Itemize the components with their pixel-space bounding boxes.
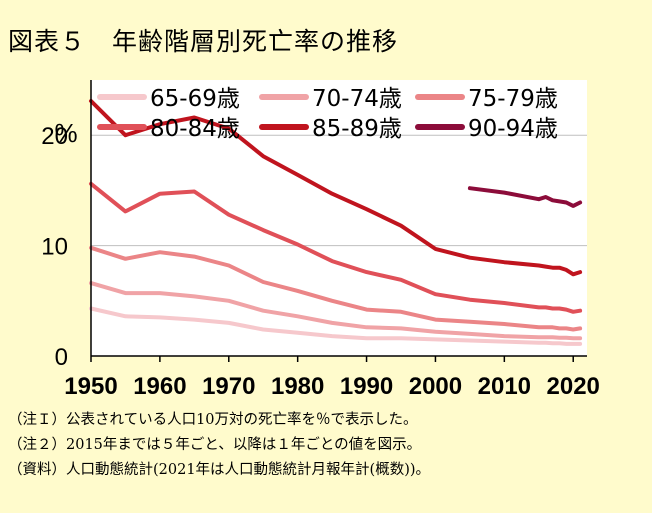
footnotes: （注Ｉ）公表されている人口10万対の死亡率を％で表示した。 （注２）2015年ま… [8, 408, 430, 483]
x-tick-label: 2020 [547, 373, 600, 400]
x-tick-label: 1980 [271, 373, 324, 400]
x-tick-label: 1970 [202, 373, 255, 400]
series-line-3 [89, 245, 583, 332]
legend-label: 85-89歳 [312, 116, 402, 142]
note-source: （資料）人口動態統計(2021年は人口動態統計月報年計(概数))。 [8, 462, 431, 478]
y-tick-label: 20 [41, 123, 68, 150]
legend-label: 80-84歳 [150, 116, 240, 142]
x-tick-label: 1960 [133, 373, 186, 400]
legend-label: 65-69歳 [150, 86, 240, 112]
y-tick-label: 0 [55, 344, 68, 371]
x-tick-label: 2010 [478, 373, 531, 400]
note-1: （注Ｉ）公表されている人口10万対の死亡率を％で表示した。 [8, 412, 418, 428]
x-tick-label: 2000 [409, 373, 462, 400]
axes: 0 10 20% 1950 1960 1970 1980 1990 2000 2010 2020 [41, 80, 600, 400]
series-line-6 [467, 186, 583, 208]
legend-label: 75-79歳 [468, 86, 558, 112]
x-tick-label: 1990 [340, 373, 393, 400]
note-2: （注２）2015年までは５年ごと、以降は１年ごとの値を図示。 [8, 437, 422, 453]
chart-title: 図表５ 年齢階層別死亡率の推移 [8, 27, 399, 56]
series-lines [89, 99, 583, 346]
plot-area [91, 80, 587, 356]
y-axis-label: % [54, 118, 77, 148]
gridlines [91, 134, 587, 247]
series-line-2 [89, 281, 583, 341]
series-line-1 [89, 306, 583, 346]
x-tick-label: 1950 [64, 373, 117, 400]
series-line-4 [89, 181, 583, 314]
y-tick-label: 10 [41, 234, 68, 261]
legend-label: 70-74歳 [312, 86, 402, 112]
series-line-5 [89, 99, 583, 277]
chart: 0 10 20% 1950 1960 1970 1980 1990 2000 2010 2020 6… [41, 80, 600, 400]
legend: 65-69歳 70-74歳 75-79歳 80-84歳 85-89歳 90-94歳 [97, 86, 558, 142]
legend-label: 90-94歳 [468, 116, 558, 142]
